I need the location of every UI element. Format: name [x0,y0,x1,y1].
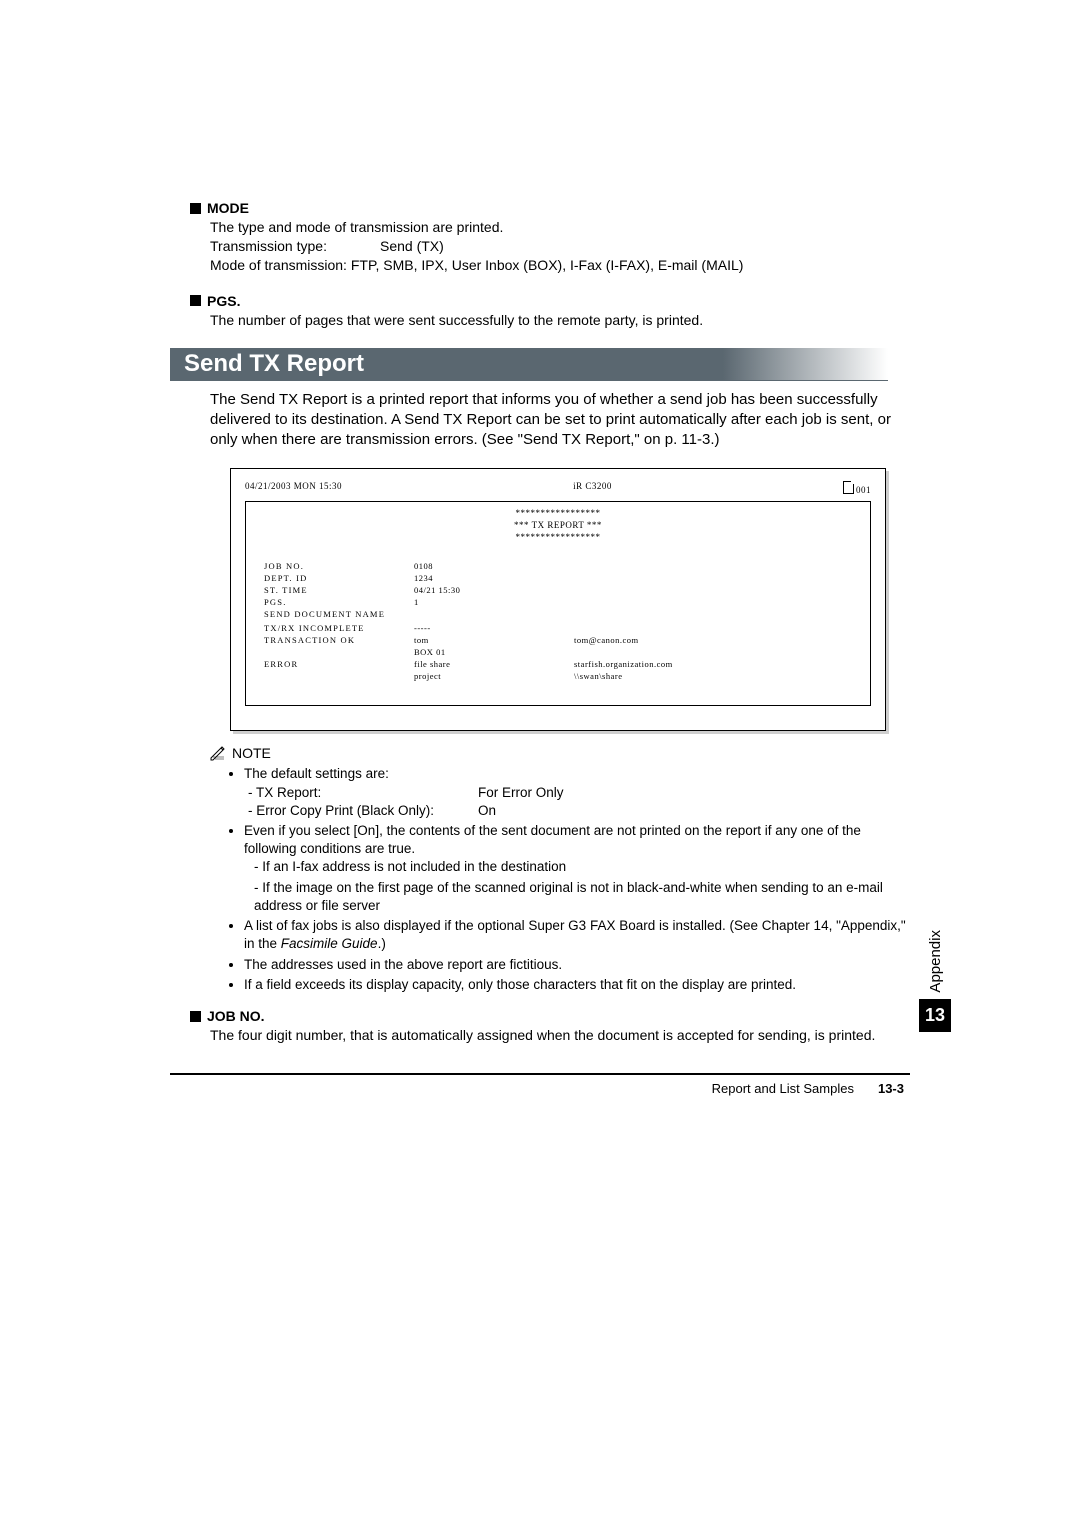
section-jobno-head: JOB NO. [190,1008,910,1024]
note-b1: The default settings are: TX Report: For… [244,765,910,820]
section-jobno-body: The four digit number, that is automatic… [210,1026,910,1045]
note-s2v: On [478,802,496,820]
note-s2k: Error Copy Print (Black Only): [248,802,478,820]
report-title-3: ***************** [264,532,852,544]
report-row-v1: 1 [414,597,574,607]
note-b2s2: If the image on the first page of the sc… [254,879,910,915]
note-s1k: TX Report: [248,784,478,802]
section-pgs-title: PGS. [207,293,240,309]
footer-page: 13-3 [878,1081,904,1096]
note-b2s1: If an I-fax address is not included in t… [254,858,910,876]
report-row-label: ST. TIME [264,585,414,595]
section-pgs-body: The number of pages that were sent succe… [210,311,910,330]
report-row-v2: starfish.organization.com [574,659,852,669]
side-label: Appendix [927,930,944,993]
report-row-v1: project [414,671,574,681]
note-b1-text: The default settings are: [244,766,389,781]
note-body: The default settings are: TX Report: For… [228,765,910,994]
note-b3i: Facsimile Guide [281,936,378,951]
report-row-v2 [574,561,852,571]
report-grid: JOB NO.0108DEPT. ID1234ST. TIME04/21 15:… [264,561,852,681]
bullet-square-icon [190,295,201,306]
report-row-v2 [574,609,852,619]
note-head: NOTE [210,745,910,761]
mode-line1: The type and mode of transmission are pr… [210,218,910,237]
report-row-v1 [414,609,574,619]
report-row-v1: 04/21 15:30 [414,585,574,595]
section-jobno-title: JOB NO. [207,1008,265,1024]
note-s2: Error Copy Print (Black Only): On [248,802,910,820]
report-title-1: ***************** [264,508,852,520]
note-label: NOTE [232,745,271,761]
section-mode: MODE The type and mode of transmission a… [170,200,910,275]
side-tab: Appendix 13 [920,930,950,1032]
report-title: ***************** *** TX REPORT *** ****… [264,508,852,543]
report-row-v1: 1234 [414,573,574,583]
report-row-v2: \\swan\share [574,671,852,681]
note-b5: If a field exceeds its display capacity,… [244,976,910,994]
page-icon [843,481,854,494]
report-row-v1: BOX 01 [414,647,574,657]
mode-txtype-value: Send (TX) [380,237,444,256]
note-b3: A list of fax jobs is also displayed if … [244,917,910,953]
section-jobno: JOB NO. The four digit number, that is a… [170,1008,910,1045]
section-banner: Send TX Report [170,348,888,380]
report-row-label [264,671,414,681]
note-b3b: .) [378,936,386,951]
section-mode-title: MODE [207,200,249,216]
report-row-label: ERROR [264,659,414,669]
report-row-label [264,647,414,657]
report-top-right-num: 001 [856,485,871,495]
note-b2: Even if you select [On], the contents of… [244,822,910,915]
report-sample: 04/21/2003 MON 15:30 iR C3200 001 ******… [230,468,910,731]
section-pgs-head: PGS. [190,293,910,309]
bullet-square-icon [190,203,201,214]
report-row-v2 [574,597,852,607]
report-row-label: DEPT. ID [264,573,414,583]
report-row-label: TX/RX INCOMPLETE [264,623,414,633]
report-row-v1: 0108 [414,561,574,571]
page: MODE The type and mode of transmission a… [0,0,1080,1156]
report-row-v1: ----- [414,623,574,633]
report-row-label: TRANSACTION OK [264,635,414,645]
report-row-label: SEND DOCUMENT NAME [264,609,414,619]
section-mode-head: MODE [190,200,910,216]
pencil-note-icon [210,745,228,761]
side-chapter-num: 13 [919,999,951,1032]
report-row-v1: tom [414,635,574,645]
mode-txtype-label: Transmission type: [210,237,380,256]
report-row-v2 [574,573,852,583]
mode-txtype-row: Transmission type: Send (TX) [210,237,910,256]
report-frame: 04/21/2003 MON 15:30 iR C3200 001 ******… [230,468,886,731]
footer: Report and List Samples 13-3 [170,1081,910,1096]
report-row-v2: tom@canon.com [574,635,852,645]
report-top-center: iR C3200 [573,481,612,495]
report-row-label: PGS. [264,597,414,607]
report-row-v1: file share [414,659,574,669]
report-row-v2 [574,585,852,595]
note-s1v: For Error Only [478,784,564,802]
section-pgs: PGS. The number of pages that were sent … [170,293,910,330]
mode-line3: Mode of transmission: FTP, SMB, IPX, Use… [210,256,910,275]
note-b4: The addresses used in the above report a… [244,956,910,974]
footer-rule [170,1073,910,1075]
report-row-v2 [574,623,852,633]
note-s1: TX Report: For Error Only [248,784,910,802]
report-row-label: JOB NO. [264,561,414,571]
report-topline: 04/21/2003 MON 15:30 iR C3200 001 [245,481,871,495]
note-b2-text: Even if you select [On], the contents of… [244,823,861,856]
footer-title: Report and List Samples [712,1081,854,1096]
report-top-right: 001 [843,481,871,495]
section-mode-body: The type and mode of transmission are pr… [210,218,910,275]
bullet-square-icon [190,1011,201,1022]
report-top-left: 04/21/2003 MON 15:30 [245,481,342,495]
report-title-2: *** TX REPORT *** [264,520,852,532]
intro-paragraph: The Send TX Report is a printed report t… [210,390,910,451]
report-inner: ***************** *** TX REPORT *** ****… [245,501,871,706]
report-row-v2 [574,647,852,657]
